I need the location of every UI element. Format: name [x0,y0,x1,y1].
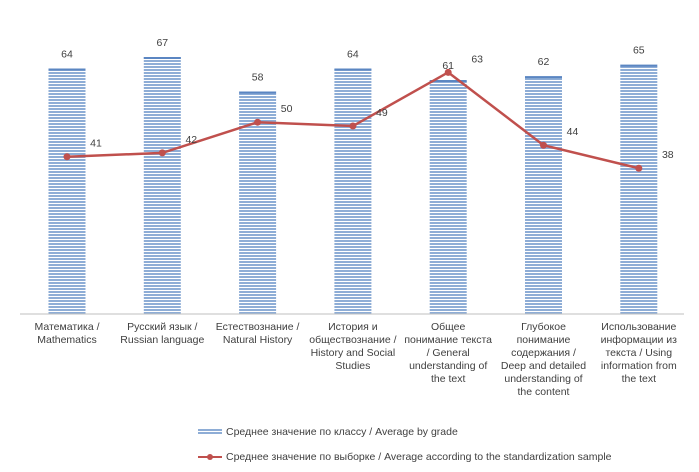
bar-top-edge-3 [334,68,372,71]
legend-line-swatch [198,453,222,461]
legend-bar-swatch [198,429,222,435]
category-label-line: обществознание / [309,334,397,346]
category-label-line: History and Social [310,347,396,359]
category-label-5: Глубокое понимание содержания / Deep and de… [496,321,592,399]
category-label-0: Математика / Mathematics [19,321,115,347]
category-label-line: Russian language [120,334,205,346]
category-label-1: Русский язык / Russian language [114,321,210,347]
category-label-line: Studies [335,360,371,372]
category-label-line: Использование [601,321,677,333]
line-value-label-6: 38 [662,149,674,161]
bar-top-edge-2 [239,91,277,94]
category-label-line: понимание [516,334,571,346]
category-label-line: the content [517,386,570,398]
line-value-label-1: 42 [185,134,197,146]
category-label-line: Русский язык / [127,321,198,333]
bar-value-label-5: 62 [538,56,550,68]
category-label-line: Глубокое [521,321,566,333]
category-label-line: Общее [430,321,466,333]
data-labels: 64 67 58 64 61 62 65 41 42 50 49 63 44 38 [61,37,674,161]
category-label-line: Mathematics [37,334,97,346]
bar-top-edge-5 [525,76,562,79]
category-label-4: Общее понимание текста / General understand… [400,321,496,386]
line-series [63,68,643,172]
line-value-label-5: 44 [567,126,579,138]
category-label-line: Deep and detailed [500,360,587,372]
line-point-6 [635,164,643,172]
category-label-line: understanding of [409,360,488,372]
legend-item-bars: Среднее значение по классу / Average by … [198,426,458,438]
line-point-3 [349,122,357,130]
category-label-line: информации из [600,334,677,346]
line-point-5 [540,141,547,149]
category-label-line: Естествознание / [215,321,300,333]
category-label-3: История и обществознание / History and Soc… [305,321,401,373]
bar-4 [429,80,467,314]
legend-line-marker [207,454,213,460]
category-label-line: Математика / [34,321,100,333]
legend-item-line: Среднее значение по выборке / Average ac… [198,451,612,463]
category-label-line: the text [621,373,657,385]
category-label-6: Использование информации из текста / Using… [591,321,687,386]
category-label-2: Естествознание / Natural History [210,321,306,347]
category-label-line: История и [328,321,378,333]
bar-2 [239,91,277,314]
bar-value-label-3: 64 [347,49,359,61]
category-label-line: текста / Using [605,347,673,359]
bar-top-edge-6 [620,64,658,67]
bar-top-edge-4 [429,80,467,83]
bar-3 [334,68,372,314]
category-label-line: information from [600,360,677,372]
line-value-label-0: 41 [90,138,102,150]
line-value-label-4: 63 [471,53,483,65]
line-point-2 [254,118,262,126]
line-value-label-3: 49 [376,107,388,119]
legend-line-label: Среднее значение по выборке / Average ac… [226,451,612,463]
bar-value-label-1: 67 [156,37,168,49]
category-label-line: understanding of [504,373,583,385]
line-value-label-2: 50 [281,103,293,115]
bar-top-edge-0 [48,68,86,71]
line-point-0 [63,153,71,161]
bar-top-edge-1 [143,57,181,59]
bar-value-label-4: 61 [442,60,454,72]
bar-0 [48,68,86,314]
bar-1 [143,57,181,314]
category-label-line: содержания / [511,347,576,359]
category-label-line: понимание текста [404,334,493,346]
bar-value-label-6: 65 [633,45,645,57]
bar-value-label-0: 64 [61,49,73,61]
category-label-line: Natural History [222,334,293,346]
bar-5 [525,76,562,314]
category-label-line: the text [430,373,466,385]
bar-series [48,57,658,315]
line-point-1 [158,149,166,157]
bar-6 [620,64,658,315]
category-label-line: / General [426,347,470,359]
bar-value-label-2: 58 [252,72,264,84]
line-point-4 [444,68,452,76]
legend-bar-label: Среднее значение по классу / Average by … [226,426,458,438]
